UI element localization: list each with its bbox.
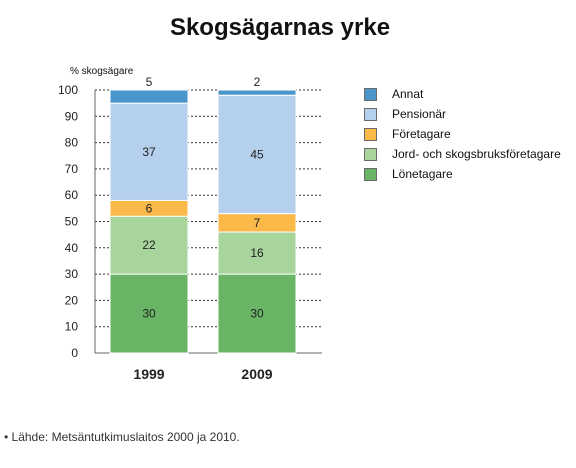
bar-segment [109, 215, 189, 275]
y-tick-label: 90 [65, 109, 79, 123]
legend-item: Jord- och skogsbruksföretagare [364, 144, 561, 164]
x-tick-label: 2009 [241, 366, 272, 382]
y-tick-label: 10 [65, 320, 79, 334]
legend-swatch [364, 107, 377, 121]
legend-swatch [364, 87, 377, 101]
y-tick-label: 0 [71, 346, 78, 360]
legend-item: Annat [364, 84, 561, 104]
legend-swatch [364, 147, 377, 161]
y-tick-label: 30 [65, 267, 79, 281]
data-label: 16 [250, 246, 264, 260]
bar-segment [217, 94, 297, 215]
y-tick-label: 100 [58, 83, 78, 97]
y-tick-label: 70 [65, 162, 79, 176]
bar-segment [109, 273, 189, 354]
y-tick-label: 20 [65, 293, 79, 307]
legend-label: Annat [392, 87, 424, 101]
chart-legend: Annat Pensionär Företagare Jord- och skogsb… [364, 84, 561, 184]
legend-item: Lönetagare [364, 164, 561, 184]
y-axis-label: % skogsägare [70, 66, 134, 77]
legend-label: Företagare [392, 127, 451, 141]
data-label: 22 [142, 238, 156, 252]
legend-swatch [364, 167, 377, 181]
data-label: 45 [250, 147, 264, 161]
chart-title: Skogsägarnas yrke [169, 14, 391, 41]
legend-label: Pensionär [392, 107, 447, 121]
bar-segment [109, 89, 189, 104]
legend-label: Jord- och skogsbruksföretagare [392, 147, 561, 161]
data-label: 5 [146, 75, 153, 89]
bar-segment [217, 231, 297, 275]
legend-item: Företagare [364, 124, 561, 144]
data-label: 37 [142, 145, 156, 159]
bar-segment [217, 89, 297, 96]
y-tick-label: 40 [65, 241, 79, 255]
y-tick-label: 50 [65, 215, 79, 229]
y-tick-label: 80 [65, 136, 79, 150]
bar-segment [217, 273, 297, 354]
data-label: 30 [250, 307, 264, 321]
source-note: • Lähde: Metsäntutkimuslaitos 2000 ja 20… [4, 430, 240, 444]
x-tick-label: 1999 [133, 366, 164, 382]
data-label: 30 [142, 307, 156, 321]
data-label: 2 [254, 75, 261, 89]
legend-swatch [364, 127, 377, 141]
data-label: 6 [146, 201, 153, 215]
legend-label: Lönetagare [392, 167, 453, 181]
legend-item: Pensionär [364, 104, 561, 124]
data-label: 7 [254, 216, 261, 230]
y-tick-label: 60 [65, 188, 79, 202]
